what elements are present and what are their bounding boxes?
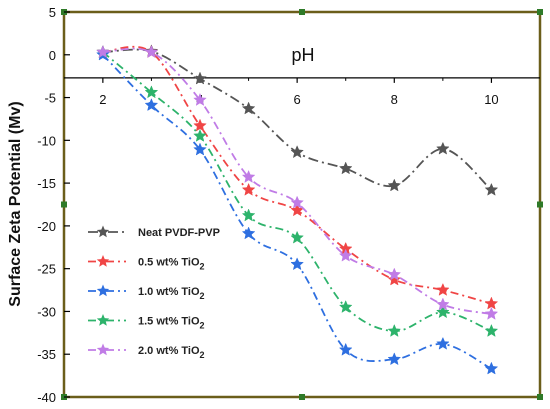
data-point: [436, 297, 450, 311]
frame-marker: [537, 9, 543, 15]
y-tick-label: -5: [44, 91, 56, 106]
data-point: [387, 267, 402, 281]
data-point: [144, 85, 159, 99]
y-tick-label: -35: [37, 347, 56, 362]
data-point: [241, 182, 256, 196]
data-point: [290, 257, 304, 271]
frame-marker: [537, 394, 543, 400]
y-tick-label: 0: [49, 48, 56, 63]
data-point: [338, 161, 353, 175]
legend-label: 2.0 wt% TiO2: [138, 345, 205, 360]
data-point: [387, 178, 402, 192]
frame-marker: [537, 201, 543, 208]
data-point: [338, 342, 353, 356]
data-point: [387, 272, 402, 286]
data-point: [387, 323, 402, 337]
legend-label: Neat PVDF-PVP: [138, 227, 220, 239]
legend-entry-4: 1.5 wt% TiO2: [88, 314, 205, 331]
data-point: [338, 248, 353, 262]
series-line: [102, 47, 492, 315]
legend-marker: [96, 225, 110, 238]
x-tick-label: 10: [484, 92, 498, 107]
data-point: [484, 296, 499, 310]
data-point: [241, 101, 256, 115]
y-tick-label: -10: [37, 133, 56, 148]
data-point: [484, 182, 499, 196]
x-tick-label: 6: [294, 92, 301, 107]
data-point: [436, 282, 450, 296]
legend-marker: [96, 284, 110, 297]
data-point: [484, 323, 499, 337]
legend: Neat PVDF-PVP 0.5 wt% TiO2 1.0 wt% TiO2 1.5…: [88, 225, 220, 360]
data-point: [193, 71, 207, 85]
data-point: [484, 361, 499, 375]
legend-marker: [96, 255, 110, 267]
plot-frame-layer: [61, 9, 543, 400]
data-point: [144, 98, 159, 112]
data-point: [387, 352, 402, 366]
axes-layer: 24681050-5-10-15-20-25-30-35-40: [37, 5, 540, 405]
data-point: [338, 300, 353, 313]
legend-label-subscript: 2: [200, 321, 205, 331]
legend-label: 0.5 wt% TiO2: [138, 257, 205, 272]
data-point: [436, 305, 450, 319]
plot-border: [62, 10, 542, 399]
data-point: [193, 118, 207, 132]
data-point: [241, 208, 256, 222]
legend-label-subscript: 2: [200, 262, 205, 272]
data-point: [436, 336, 450, 350]
legend-label-subscript: 2: [200, 350, 205, 360]
y-tick-label: -25: [37, 262, 56, 277]
legend-marker: [96, 343, 110, 356]
frame-marker: [61, 201, 67, 208]
series-5: [96, 45, 499, 320]
data-point: [96, 45, 110, 59]
series-line: [102, 48, 493, 191]
data-point: [144, 45, 159, 59]
data-point: [193, 128, 207, 142]
y-axis-title: Surface Zeta Potential (Mv): [7, 101, 24, 306]
data-point: [290, 203, 304, 217]
y-tick-label: 5: [49, 5, 56, 20]
frame-marker: [299, 394, 305, 400]
x-tick-label: 8: [391, 92, 398, 107]
x-tick-label: 2: [99, 92, 106, 107]
data-point: [290, 230, 304, 244]
legend-entry-3: 1.0 wt% TiO2: [88, 284, 205, 301]
data-point: [484, 306, 499, 320]
x-axis-title: pH: [291, 45, 314, 65]
data-point: [290, 145, 304, 159]
legend-entry-1: Neat PVDF-PVP: [88, 225, 220, 239]
legend-entry-2: 0.5 wt% TiO2: [88, 255, 205, 272]
y-tick-label: -15: [37, 176, 56, 191]
frame-marker: [299, 9, 305, 15]
data-point: [193, 92, 207, 106]
legend-label: 1.0 wt% TiO2: [138, 286, 205, 301]
data-point: [241, 226, 256, 240]
legend-label-subscript: 2: [200, 291, 205, 301]
legend-entry-5: 2.0 wt% TiO2: [88, 343, 205, 360]
series-2: [96, 45, 499, 310]
series-4: [96, 45, 499, 337]
y-tick-label: -20: [37, 219, 56, 234]
data-point: [193, 142, 207, 156]
data-point: [241, 169, 256, 183]
data-point: [290, 195, 304, 209]
y-tick-label: -40: [37, 390, 56, 405]
series-line: [102, 45, 492, 305]
legend-marker: [96, 314, 110, 326]
data-point: [436, 141, 450, 155]
series-1: [96, 44, 499, 196]
legend-label: 1.5 wt% TiO2: [138, 316, 205, 331]
y-tick-label: -30: [37, 304, 56, 319]
series-layer: [96, 44, 499, 375]
